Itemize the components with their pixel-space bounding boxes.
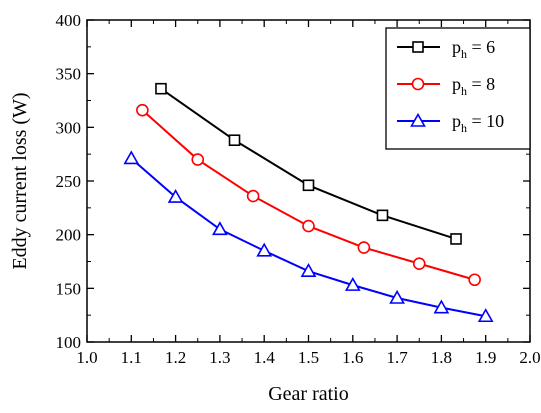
x-tick-label: 1.0 [76, 348, 97, 367]
legend-label-main: p [452, 74, 461, 94]
legend-box [385, 27, 531, 150]
x-tick-label: 1.1 [121, 348, 142, 367]
data-point-series-0 [302, 179, 315, 192]
legend-label-0: ph = 6 [452, 37, 495, 61]
legend-label-sub: h [461, 84, 467, 98]
x-tick-label: 1.4 [254, 348, 276, 367]
data-point-series-0 [450, 233, 462, 245]
x-axis-title: Gear ratio [268, 383, 349, 405]
legend-marker-1 [411, 77, 425, 91]
legend-label-rest: = 10 [467, 111, 504, 131]
y-tick-label: 200 [56, 226, 82, 245]
x-tick-label: 1.5 [298, 348, 319, 367]
data-point-series-2 [433, 299, 450, 314]
data-point-series-2 [212, 221, 228, 236]
data-point-series-0 [376, 209, 389, 222]
x-tick-label: 1.7 [386, 348, 408, 367]
data-point-series-1 [302, 219, 315, 233]
legend-label-main: p [452, 111, 461, 131]
legend-marker-0 [412, 41, 424, 53]
y-tick-label: 100 [56, 333, 82, 352]
data-point-series-2 [389, 289, 405, 304]
data-point-series-2 [167, 188, 184, 203]
legend-label-2: ph = 10 [452, 111, 504, 135]
y-tick-label: 400 [56, 11, 82, 30]
legend-marker-2 [410, 112, 426, 127]
data-point-series-1 [191, 153, 205, 166]
y-tick-label: 350 [56, 65, 82, 84]
data-point-series-2 [344, 276, 361, 291]
data-point-series-2 [123, 150, 140, 165]
y-tick-label: 300 [56, 118, 82, 137]
y-tick-label: 250 [56, 172, 82, 191]
y-axis-title: Eddy current loss (W) [9, 92, 31, 269]
x-tick-label: 1.3 [209, 348, 230, 367]
x-tick-label: 1.6 [342, 348, 363, 367]
legend-label-rest: = 8 [467, 74, 495, 94]
legend-label-sub: h [461, 47, 467, 61]
data-point-series-1 [468, 273, 481, 287]
data-point-series-0 [155, 82, 167, 95]
data-point-series-1 [246, 189, 260, 203]
legend-label-sub: h [461, 121, 467, 135]
x-tick-label: 2.0 [519, 348, 540, 367]
data-point-series-2 [477, 308, 494, 323]
data-point-series-2 [256, 242, 273, 257]
data-point-series-0 [228, 134, 241, 147]
x-tick-label: 1.9 [475, 348, 496, 367]
legend-label-main: p [452, 37, 461, 57]
data-point-series-1 [136, 103, 149, 117]
legend-label-rest: = 6 [467, 37, 495, 57]
data-point-series-2 [300, 263, 317, 277]
y-tick-label: 150 [56, 279, 82, 298]
x-tick-label: 1.2 [165, 348, 186, 367]
data-point-series-1 [357, 241, 371, 254]
x-tick-label: 1.8 [431, 348, 452, 367]
legend-label-1: ph = 8 [452, 74, 495, 98]
data-point-series-1 [412, 257, 426, 270]
